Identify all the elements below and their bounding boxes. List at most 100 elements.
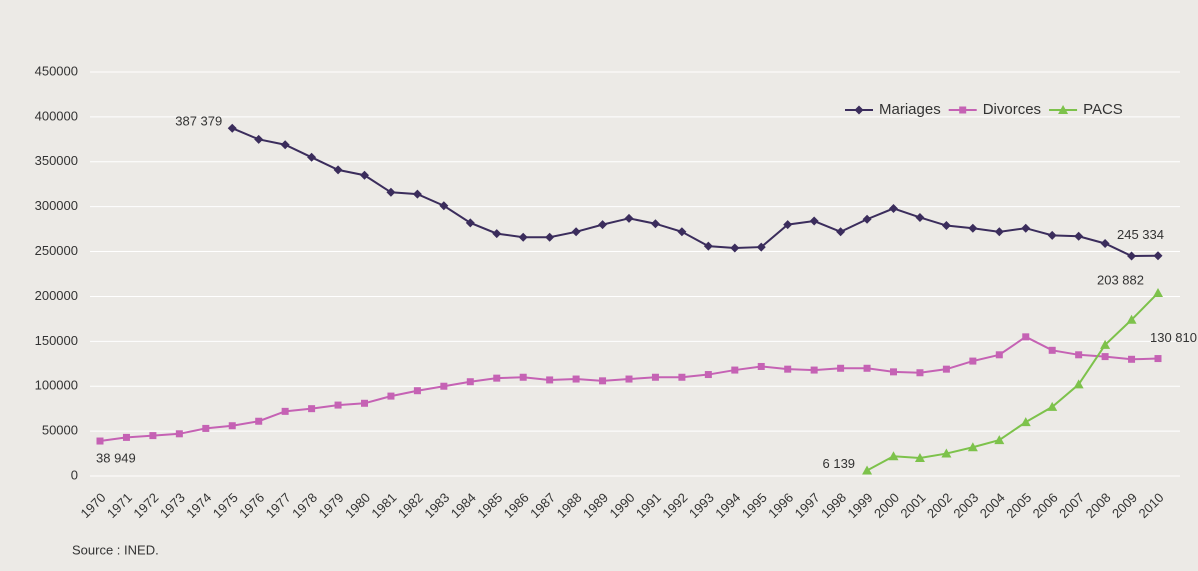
data-point xyxy=(546,376,554,384)
legend-marker xyxy=(854,105,864,115)
x-tick-label: 1983 xyxy=(421,490,452,521)
data-point xyxy=(175,430,183,438)
x-tick-label: 1988 xyxy=(554,490,585,521)
y-tick-label: 0 xyxy=(71,467,78,482)
data-point xyxy=(888,451,899,461)
legend-label: PACS xyxy=(1083,101,1123,118)
data-point xyxy=(387,392,395,400)
data-point xyxy=(361,399,368,407)
data-point xyxy=(1020,417,1031,427)
x-tick-label: 1984 xyxy=(448,490,479,521)
data-point xyxy=(466,378,474,386)
data-label: 6 139 xyxy=(823,456,856,471)
data-point xyxy=(889,203,898,213)
data-point xyxy=(677,227,687,237)
x-tick-label: 2009 xyxy=(1109,490,1140,521)
data-label: 245 334 xyxy=(1117,227,1164,242)
data-point xyxy=(837,364,845,372)
data-point xyxy=(228,422,236,430)
data-point xyxy=(254,134,264,144)
data-point xyxy=(650,219,660,229)
data-point xyxy=(360,170,369,180)
data-point xyxy=(280,140,290,150)
data-point xyxy=(1048,346,1056,354)
data-point xyxy=(809,216,819,226)
data-label: 38 949 xyxy=(96,450,136,465)
x-tick-label: 2007 xyxy=(1056,490,1087,521)
x-tick-label: 2002 xyxy=(924,490,955,521)
data-point xyxy=(914,453,925,463)
data-point xyxy=(599,377,607,385)
data-point xyxy=(1047,401,1058,411)
data-point xyxy=(439,201,449,211)
x-tick-label: 1975 xyxy=(210,490,241,521)
x-tick-label: 1973 xyxy=(157,490,188,521)
x-tick-label: 1978 xyxy=(289,490,320,521)
data-point xyxy=(1075,351,1083,359)
data-point xyxy=(1127,251,1137,261)
x-tick-label: 1970 xyxy=(77,490,108,521)
data-point xyxy=(440,382,448,390)
data-point xyxy=(994,227,1004,237)
data-point xyxy=(810,366,818,374)
data-point xyxy=(1100,238,1110,248)
data-point xyxy=(334,401,342,409)
data-point xyxy=(1021,223,1031,233)
data-point xyxy=(281,407,289,415)
data-point xyxy=(149,432,157,440)
data-point xyxy=(1128,355,1136,363)
y-tick-label: 350000 xyxy=(35,153,78,168)
data-point xyxy=(624,213,634,223)
x-tick-label: 2010 xyxy=(1135,490,1166,521)
x-tick-label: 1985 xyxy=(474,490,505,521)
data-point xyxy=(1047,230,1057,240)
legend-marker xyxy=(959,106,967,114)
x-tick-label: 2000 xyxy=(871,490,902,521)
data-point xyxy=(863,364,871,372)
y-tick-label: 400000 xyxy=(35,108,78,123)
data-point xyxy=(890,368,897,376)
x-tick-label: 1996 xyxy=(765,490,796,521)
data-point xyxy=(122,433,130,441)
data-point xyxy=(730,243,740,253)
x-tick-label: 2006 xyxy=(1030,490,1061,521)
data-point xyxy=(756,242,766,252)
data-point xyxy=(518,232,528,242)
x-tick-label: 1992 xyxy=(659,490,690,521)
data-point xyxy=(731,366,739,374)
data-point xyxy=(995,351,1003,359)
data-label: 387 379 xyxy=(175,114,222,129)
data-point xyxy=(202,424,210,432)
data-point xyxy=(784,365,792,373)
x-tick-label: 1987 xyxy=(527,490,558,521)
x-tick-label: 1991 xyxy=(633,490,664,521)
x-tick-label: 1976 xyxy=(236,490,267,521)
data-point xyxy=(492,229,502,239)
legend-label: Divorces xyxy=(983,101,1041,118)
data-point xyxy=(625,375,633,383)
x-tick-label: 1993 xyxy=(686,490,717,521)
y-tick-label: 250000 xyxy=(35,243,78,258)
data-point xyxy=(571,227,581,237)
data-point xyxy=(572,375,580,383)
x-tick-label: 1994 xyxy=(712,490,743,521)
x-tick-label: 1989 xyxy=(580,490,611,521)
data-point xyxy=(519,373,527,381)
data-point xyxy=(1153,287,1163,297)
data-point xyxy=(386,187,396,197)
x-tick-label: 1982 xyxy=(395,490,426,521)
legend-marker xyxy=(1058,105,1069,114)
x-tick-label: 1990 xyxy=(606,490,637,521)
x-tick-label: 1995 xyxy=(739,490,770,521)
data-point xyxy=(1153,251,1163,261)
data-point xyxy=(255,417,263,425)
x-tick-label: 1997 xyxy=(792,490,823,521)
data-point xyxy=(1126,314,1137,324)
x-tick-label: 2001 xyxy=(897,490,928,521)
data-point xyxy=(1101,353,1109,361)
data-point xyxy=(1022,333,1030,341)
y-tick-label: 100000 xyxy=(35,378,78,393)
x-tick-label: 2008 xyxy=(1083,490,1114,521)
y-tick-label: 450000 xyxy=(35,63,78,78)
x-tick-label: 1998 xyxy=(818,490,849,521)
